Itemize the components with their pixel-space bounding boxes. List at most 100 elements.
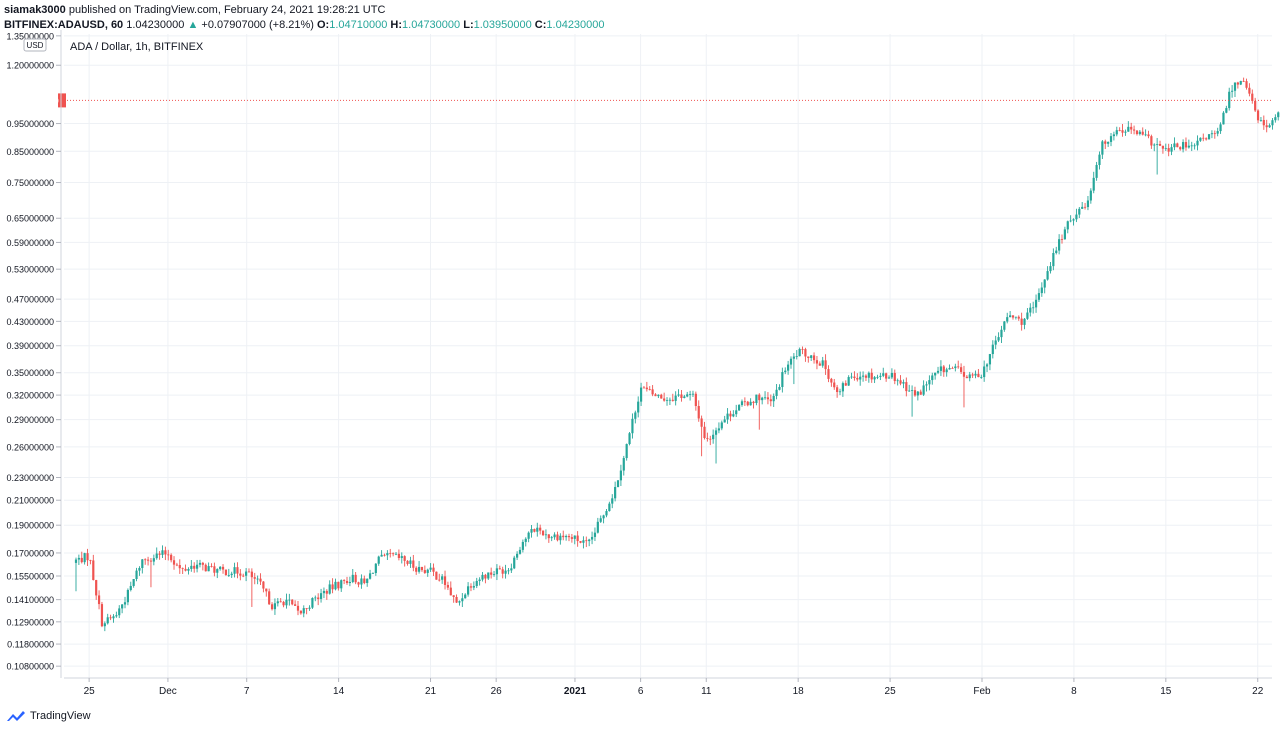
candle-body <box>123 602 127 605</box>
candle-body <box>210 566 213 567</box>
candle-body <box>389 553 392 554</box>
candle-body <box>530 528 533 533</box>
candle-body <box>663 398 666 401</box>
price-change: +0.07907000 (+8.21%) <box>201 19 314 31</box>
candle-body <box>386 553 389 556</box>
candle-body <box>827 369 830 379</box>
candle-body <box>596 521 599 533</box>
candle-body <box>1034 299 1038 308</box>
candle-body <box>1009 315 1012 318</box>
candle-body <box>504 570 507 574</box>
last-price: 1.04230000 <box>126 19 185 31</box>
candle-body <box>971 374 974 376</box>
candle-body <box>1011 315 1015 318</box>
candle-body <box>204 564 207 572</box>
candle-body <box>340 580 343 589</box>
candle-body <box>224 569 228 576</box>
candle-body <box>559 535 562 541</box>
candle-body <box>507 570 510 572</box>
y-tick-label: 0.47000000 <box>6 295 54 305</box>
candle-body <box>787 364 790 371</box>
candle-body <box>585 540 588 542</box>
candle-body <box>521 541 524 550</box>
candle-body <box>729 413 732 417</box>
candle-body <box>720 422 723 429</box>
candle-body <box>997 337 1000 341</box>
candle-body <box>455 596 458 603</box>
candle-body <box>1130 126 1133 130</box>
y-tick-label: 0.26000000 <box>6 442 54 452</box>
candle-body <box>501 569 504 574</box>
x-axis[interactable]: 25 Dec 7 14 21 26 2021 6 11 18 25 Feb 8 15 22 <box>64 677 1272 697</box>
x-tick-label: 14 <box>333 686 345 697</box>
candle-body <box>1274 117 1277 121</box>
candle-body <box>121 604 124 609</box>
candle-body <box>317 597 320 599</box>
candle-body <box>161 550 164 555</box>
candle-body <box>789 358 793 365</box>
candle-body <box>109 617 112 619</box>
candle-body <box>115 615 118 617</box>
publish-line: siamak3000 published on TradingView.com,… <box>4 3 605 18</box>
candle-body <box>1156 143 1159 145</box>
candle-body <box>247 571 251 573</box>
candle-body <box>354 574 357 583</box>
candle-body <box>245 571 248 576</box>
y-tick-label: 0.17000000 <box>6 548 54 558</box>
candle-body <box>1219 124 1222 132</box>
candle-body <box>570 537 573 539</box>
tradingview-logo-icon <box>7 711 25 721</box>
candle-body <box>256 578 259 580</box>
candle-body <box>792 356 795 359</box>
candle-body <box>1049 266 1052 272</box>
candle-body <box>285 599 288 606</box>
candle-body <box>709 438 712 440</box>
candle-body <box>634 412 637 419</box>
candle-body <box>1256 110 1260 121</box>
candle-body <box>1046 271 1049 280</box>
candle-body <box>146 559 150 561</box>
candle-body <box>1127 126 1130 132</box>
candle-body <box>697 406 700 419</box>
candle-body <box>579 541 582 543</box>
candle-body <box>648 389 651 390</box>
candle-body <box>639 387 643 402</box>
candle-body <box>417 566 421 572</box>
candle-body <box>954 366 957 369</box>
candle-body <box>804 349 807 357</box>
candle-body <box>1239 80 1242 85</box>
candle-body <box>426 569 429 573</box>
candle-body <box>1170 147 1173 152</box>
current-price-line-layer: 1.0423000031:40 <box>4 93 1272 120</box>
candle-body <box>230 573 233 576</box>
candlestick-chart-svg[interactable]: 1.0423000031:40 1.35000000 1.20000000 0.95… <box>0 30 1280 706</box>
x-tick-label: 15 <box>1160 686 1172 697</box>
candle-body <box>1222 112 1225 125</box>
candle-body <box>541 530 545 536</box>
candle-body <box>588 539 591 542</box>
candle-body <box>1242 80 1245 82</box>
candle-body <box>683 396 686 399</box>
candle-body <box>749 401 752 406</box>
y-axis[interactable]: 1.35000000 1.20000000 0.95000000 0.85000000… <box>0 30 62 678</box>
candle-body <box>1254 100 1257 111</box>
candle-body <box>1265 125 1268 128</box>
candle-body <box>322 590 326 594</box>
price-chart[interactable]: 1.0423000031:40 1.35000000 1.20000000 0.95… <box>0 30 1280 706</box>
x-tick-label: 25 <box>885 686 897 697</box>
candle-body <box>795 356 798 358</box>
candle-body <box>319 593 323 599</box>
candle-body <box>435 571 438 580</box>
candle-body <box>487 572 490 579</box>
tradingview-footer[interactable]: TradingView <box>6 710 91 722</box>
y-tick-label: 0.11800000 <box>7 640 54 650</box>
candle-body <box>302 608 305 614</box>
candle-body <box>769 399 772 402</box>
candle-body <box>253 577 256 579</box>
candle-body <box>311 598 314 608</box>
candle-body <box>801 348 804 350</box>
candle-body <box>844 383 847 386</box>
author-name[interactable]: siamak3000 <box>4 4 66 16</box>
candle-body <box>80 557 83 563</box>
candle-body <box>383 554 386 556</box>
